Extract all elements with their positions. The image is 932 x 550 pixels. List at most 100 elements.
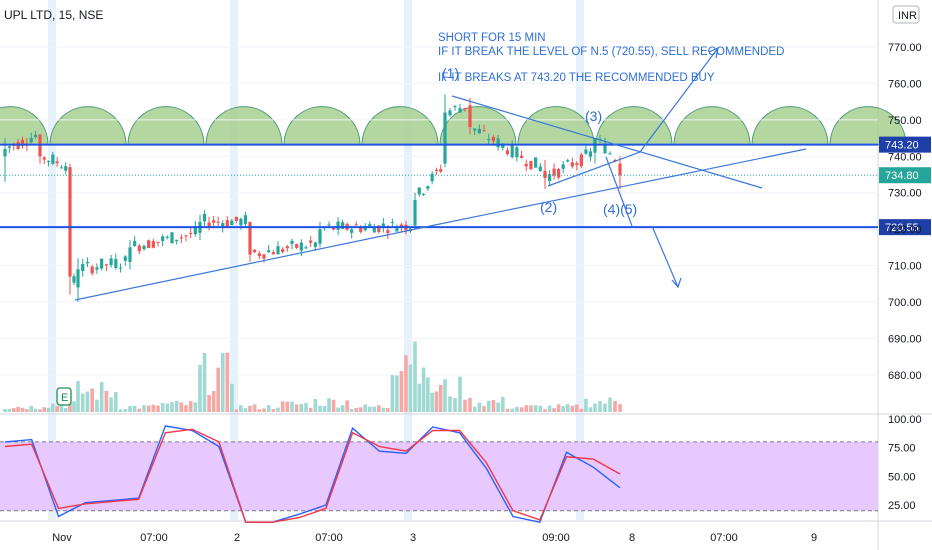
volume-bar-120 bbox=[552, 408, 556, 412]
stochastic-oscillator bbox=[0, 425, 878, 524]
candle-body-93 bbox=[426, 186, 430, 189]
horizontal-levels[interactable]: 743.20 720.55 734.80 bbox=[0, 136, 931, 236]
volume-bar-43 bbox=[198, 364, 202, 412]
candle-body-67 bbox=[309, 240, 313, 243]
earnings-badge-box[interactable] bbox=[56, 387, 72, 406]
candle-body-60 bbox=[276, 246, 280, 255]
candle-body-113 bbox=[519, 155, 524, 158]
volume-bar-4 bbox=[20, 407, 25, 412]
volume-bar-52 bbox=[239, 405, 243, 412]
volume-bar-109 bbox=[501, 396, 505, 412]
volume-bar-97 bbox=[443, 379, 447, 412]
volume-bar-40 bbox=[184, 405, 188, 412]
semicircle-pattern bbox=[0, 106, 907, 146]
time-tick-3: 07:00 bbox=[315, 532, 343, 544]
candle-body-42 bbox=[193, 226, 197, 235]
session-highlight-0 bbox=[48, 0, 56, 520]
volume-bar-28 bbox=[128, 406, 132, 412]
candle-body-104 bbox=[477, 128, 481, 134]
price-tick-700: 700.00 bbox=[888, 297, 922, 309]
volume-bar-93 bbox=[426, 377, 430, 412]
volume-bar-133 bbox=[613, 400, 617, 412]
candle-body-9 bbox=[42, 157, 46, 160]
volume-bar-56 bbox=[257, 409, 262, 412]
candle-body-12 bbox=[55, 161, 59, 164]
candle-body-84 bbox=[386, 230, 390, 234]
stoch-tick-25: 25.00 bbox=[888, 500, 916, 512]
semicircle-1 bbox=[49, 106, 127, 146]
volume-bar-58 bbox=[266, 405, 271, 412]
volume-bar-47 bbox=[216, 367, 220, 412]
candle-body-61 bbox=[281, 249, 285, 253]
level-tag-0: 743.20 bbox=[885, 140, 919, 152]
candle-body-77 bbox=[354, 224, 358, 226]
candle-body-115 bbox=[529, 160, 533, 170]
volume-bar-31 bbox=[142, 405, 146, 412]
semicircle-4 bbox=[283, 106, 361, 146]
volume-bar-74 bbox=[340, 405, 345, 412]
candle-body-24 bbox=[109, 258, 113, 266]
candle-body-18 bbox=[81, 263, 85, 272]
last-price-tag-box bbox=[879, 167, 931, 184]
candle-body-35 bbox=[161, 236, 165, 242]
candle-body-74 bbox=[341, 222, 345, 229]
candle-body-85 bbox=[390, 221, 394, 223]
volume-bar-66 bbox=[304, 402, 308, 412]
volume-bar-85 bbox=[390, 375, 395, 412]
volume-bar-71 bbox=[327, 398, 331, 412]
volume-bar-6 bbox=[29, 405, 34, 412]
volume-bar-92 bbox=[421, 367, 426, 412]
candle-body-0 bbox=[3, 149, 7, 157]
candle-body-127 bbox=[584, 149, 588, 154]
symbol-title: UPL LTD, 15, NSE bbox=[4, 8, 103, 22]
level-tag-box-0 bbox=[879, 136, 931, 153]
volume-bar-102 bbox=[468, 398, 472, 412]
candle-body-29 bbox=[133, 240, 137, 246]
volume-bar-103 bbox=[472, 406, 477, 412]
volume-bar-67 bbox=[308, 407, 313, 412]
candle-body-100 bbox=[458, 108, 462, 113]
candle-body-65 bbox=[299, 242, 303, 251]
trendline-2 bbox=[451, 95, 763, 189]
volume-bar-50 bbox=[230, 383, 234, 412]
volume-bar-55 bbox=[252, 404, 257, 412]
price-tick-710: 710.00 bbox=[888, 261, 922, 273]
volume-bar-12 bbox=[55, 405, 59, 412]
time-tick-0: Nov bbox=[52, 532, 72, 544]
candle-body-68 bbox=[313, 242, 317, 247]
candle-body-58 bbox=[267, 250, 271, 253]
candle-body-1 bbox=[7, 146, 11, 148]
volume-bar-23 bbox=[104, 390, 109, 412]
candle-body-87 bbox=[399, 224, 404, 228]
price-tick-770: 770.00 bbox=[888, 42, 922, 54]
currency-badge-box[interactable] bbox=[892, 5, 920, 24]
candle-body-6 bbox=[29, 138, 33, 143]
annotation-line-2: IF IT BREAK THE LEVEL OF N.5 (720.55), S… bbox=[438, 46, 784, 58]
volume-bar-98 bbox=[448, 396, 452, 412]
candle-body-25 bbox=[114, 258, 118, 269]
candle-body-107 bbox=[491, 136, 496, 142]
semicircle-5 bbox=[361, 106, 439, 146]
volume-bar-80 bbox=[367, 406, 372, 412]
time-axis[interactable]: Nov 07:00 2 07:00 3 09:00 8 07:00 9 bbox=[52, 532, 817, 544]
candle-body-15 bbox=[68, 167, 72, 277]
volume-bar-39 bbox=[179, 402, 184, 412]
price-axis[interactable]: 680.00 690.00 700.00 710.00 720.00 730.00 740.… bbox=[888, 42, 922, 512]
candle-body-11 bbox=[51, 154, 55, 164]
semicircle-11 bbox=[829, 106, 907, 146]
trendline-drawings[interactable] bbox=[74, 46, 807, 301]
candle-body-34 bbox=[156, 241, 160, 243]
volume-bar-14 bbox=[63, 407, 68, 412]
time-tick-5: 09:00 bbox=[542, 532, 570, 544]
currency-badge: INR bbox=[898, 10, 917, 22]
volume-bar-82 bbox=[377, 405, 381, 412]
candle-body-37 bbox=[170, 232, 174, 244]
candle-body-32 bbox=[147, 240, 151, 249]
volume-bar-54 bbox=[248, 405, 252, 412]
candle-body-99 bbox=[453, 106, 457, 108]
volume-bar-13 bbox=[59, 404, 64, 412]
volume-bar-3 bbox=[16, 406, 20, 412]
candle-body-10 bbox=[46, 160, 51, 162]
price-tick-730: 730.00 bbox=[888, 188, 922, 200]
